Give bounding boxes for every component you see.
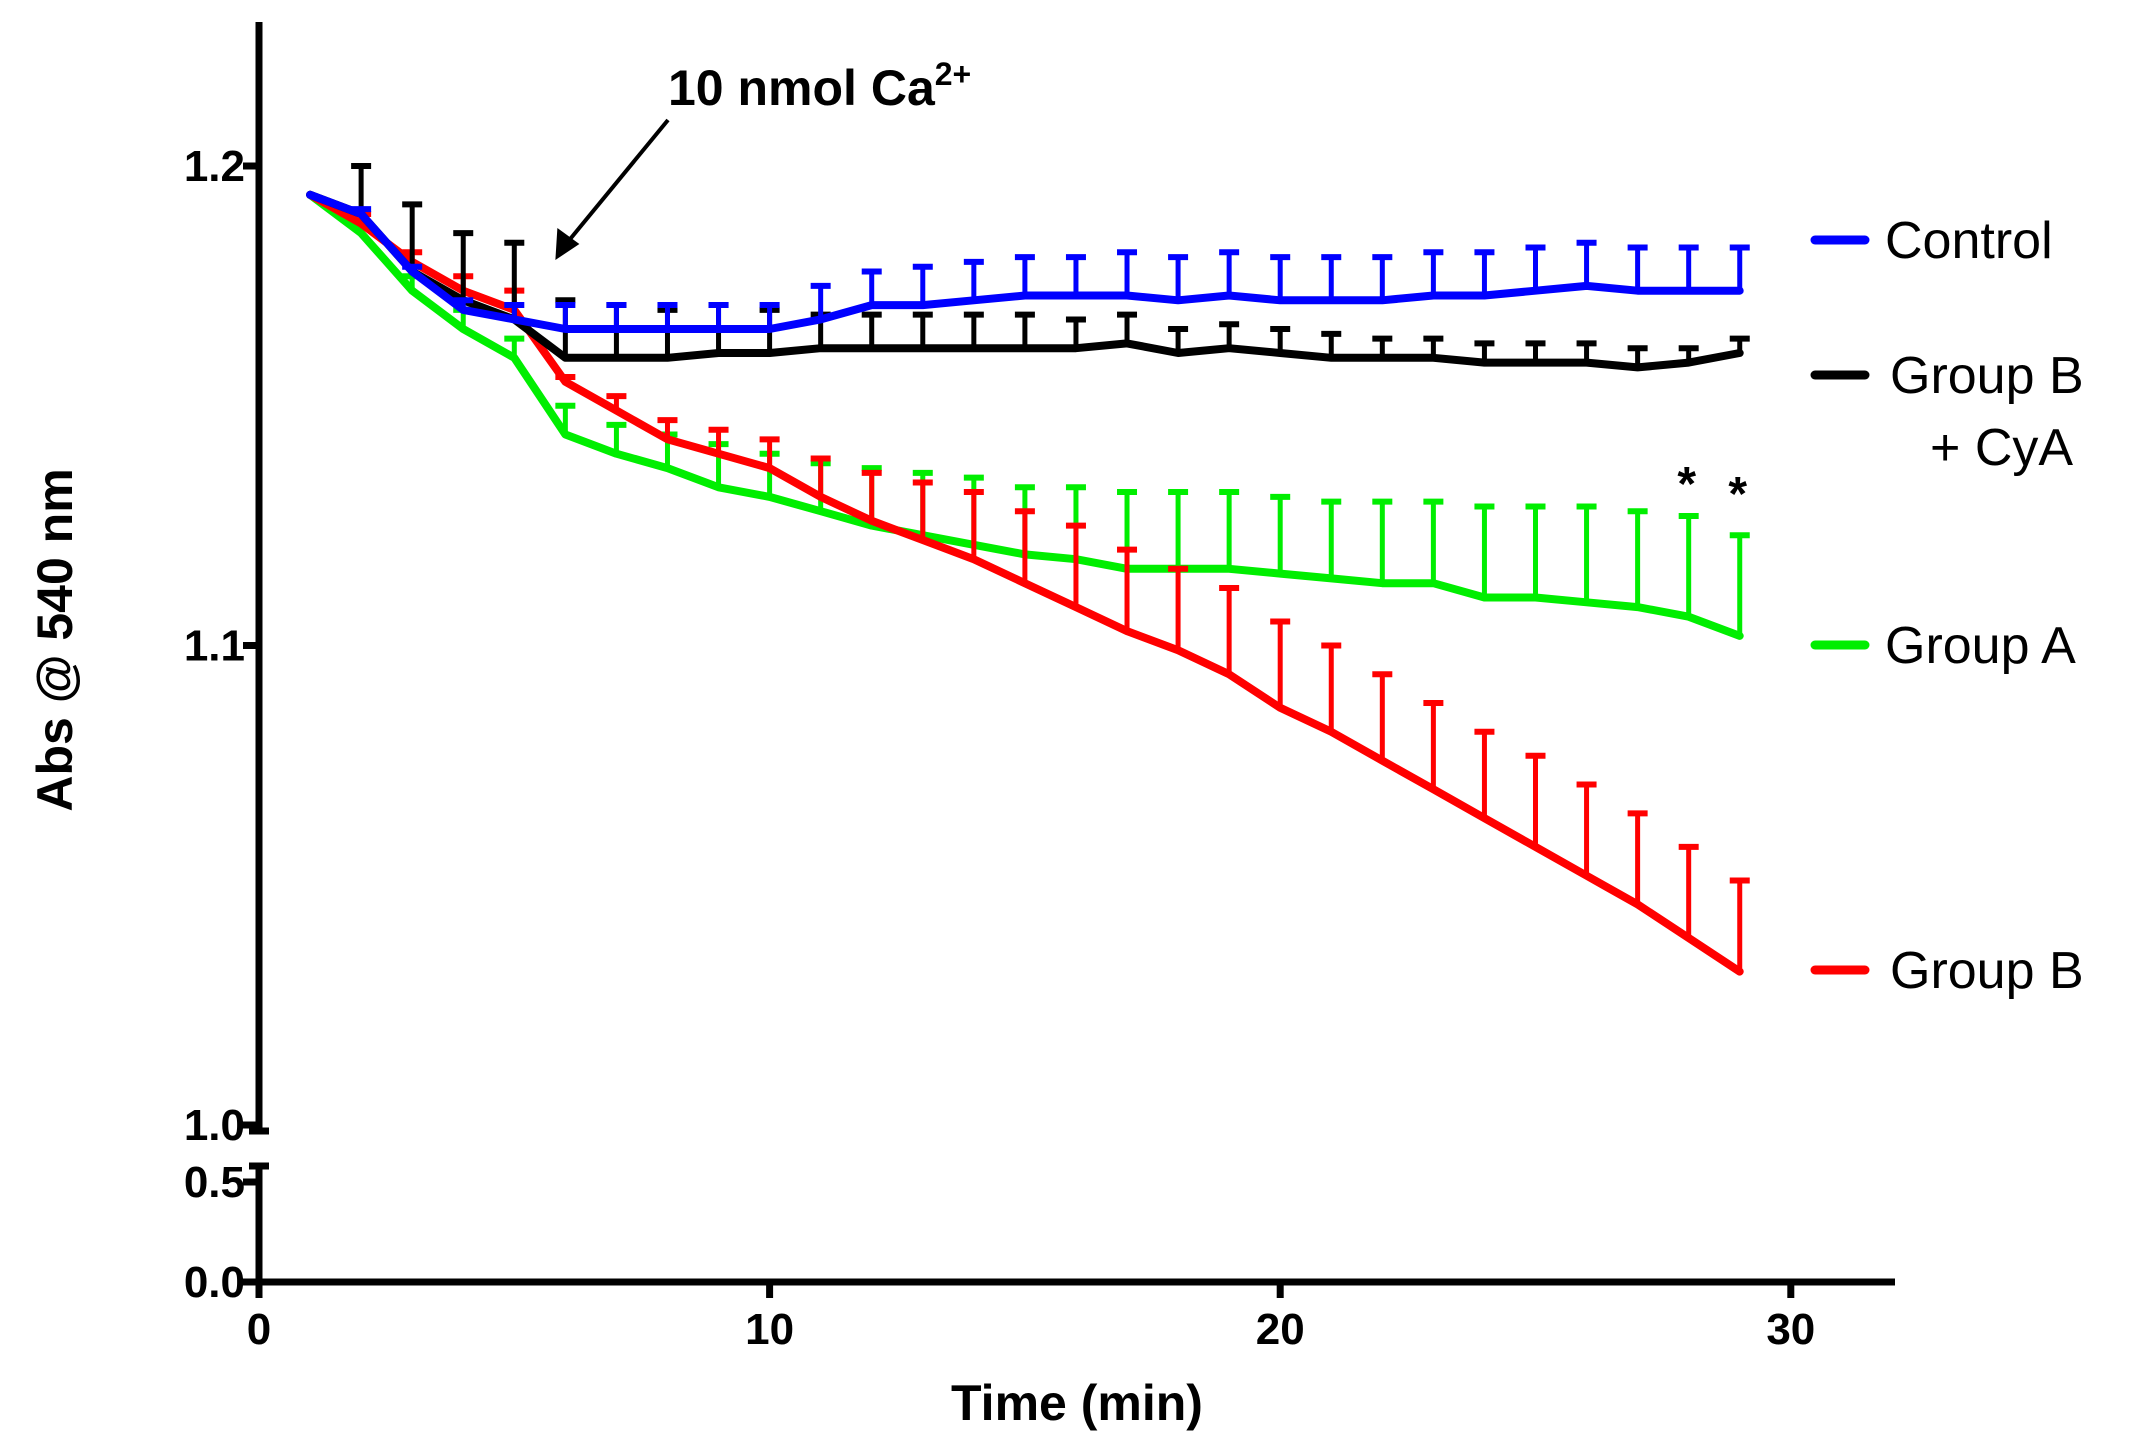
legend-item-group-b-cya: Group B + CyA [1810,347,2084,477]
y-tick-label: 0.0 [184,1258,245,1307]
x-tick-label: 0 [247,1305,271,1354]
legend-label: Group B [1890,942,2084,1000]
series-control [306,190,1750,333]
series-line-control [306,190,1744,333]
x-axis-title: Time (min) [951,1375,1203,1431]
calcium-annotation: 10 nmol Ca2+ [668,56,971,116]
legend: Control Group B + CyA Group A Group B [1810,212,2084,1000]
series-layer [306,163,1750,976]
legend-item-group-a: Group A [1810,617,2076,675]
y-tick-label: 1.2 [184,142,245,191]
calcium-annotation-superscript: 2+ [935,56,971,92]
legend-item-group-b: Group B [1810,942,2084,1000]
significance-star: * [1728,468,1747,521]
legend-label: Control [1885,212,2053,270]
significance-star: * [1677,458,1696,511]
y-tick-label: 0.5 [184,1158,245,1207]
annotations: 10 nmol Ca2+ * * [555,56,1747,521]
series-line-group-b-cya [306,190,1744,372]
series-group-a [306,190,1750,640]
series-line-group-b [306,190,1744,976]
y-tick-label: 1.1 [184,622,245,671]
y-axis-title: Abs @ 540 nm [27,468,83,811]
x-tick-label: 30 [1766,1305,1815,1354]
legend-label: Group B [1890,347,2084,405]
axes: 0.0 0.5 1.0 1.1 1.2 0 10 20 30 Time (min) Abs @ 54… [27,22,1895,1431]
y-tick-label: 1.0 [184,1101,245,1150]
legend-label: Group A [1885,617,2076,675]
x-tick-label: 10 [745,1305,794,1354]
legend-label: + CyA [1930,419,2073,477]
arrow-shaft [567,118,670,242]
arrow-head [555,228,580,260]
legend-item-control: Control [1810,212,2053,270]
x-tick-label: 20 [1256,1305,1305,1354]
